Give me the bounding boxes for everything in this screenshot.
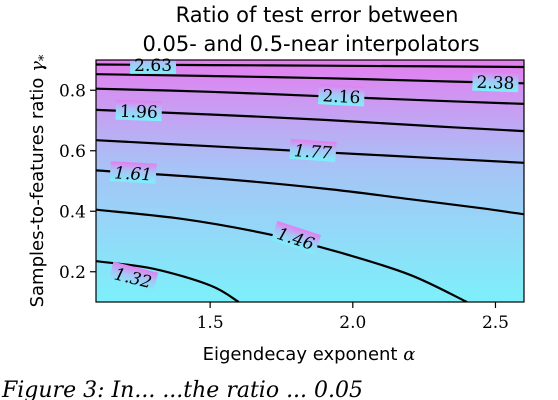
- x-tick-label: 2.5: [482, 313, 509, 333]
- contour-label-gap: [115, 99, 163, 122]
- x-axis-label-symbol: α: [403, 344, 415, 365]
- y-axis-label-subscript: *: [37, 54, 52, 61]
- y-tick-label: 0.4: [59, 202, 86, 222]
- contour-label-2-16: 2.16: [322, 86, 361, 108]
- y-tick-label: 0.2: [59, 263, 86, 283]
- x-axis-label-text: Eigendecay exponent: [203, 344, 398, 365]
- contour-label-2-63: 2.63: [134, 56, 172, 76]
- plot-frame: [95, 59, 525, 303]
- contour-label-1-96: 1.96: [119, 102, 158, 123]
- contour-label-gap: [108, 261, 159, 293]
- y-axis-label-text: Samples-to-features ratio: [27, 78, 48, 308]
- y-tick-label: 0.6: [59, 142, 86, 162]
- contour-label-1-61: 1.61: [114, 163, 153, 185]
- chart-title-line-1: Ratio of test error between: [176, 3, 459, 27]
- chart-title-line-2: 0.05- and 0.5-near interpolators: [142, 32, 479, 56]
- x-axis-label: Eigendecay exponent α: [203, 344, 416, 365]
- contour-label-gap: [289, 138, 337, 162]
- y-axis-label-symbol: γ: [27, 61, 48, 72]
- x-tick-label: 1.5: [197, 313, 224, 333]
- x-axis: 1.5 2.0 2.5: [197, 302, 509, 333]
- x-tick-label: 2.0: [339, 313, 366, 333]
- y-axis-label: Samples-to-features ratio γ*: [27, 54, 52, 307]
- contour-label-text: 2.38: [476, 73, 515, 94]
- contour-label-text: 1.77: [293, 141, 332, 164]
- contour-label-text: 1.96: [119, 102, 158, 123]
- contour-label-text: 2.63: [134, 56, 172, 76]
- contour-line-1-61: [96, 169, 524, 216]
- contour-labels-group: 1.321.461.611.771.962.162.382.63: [112, 56, 515, 293]
- contour-label-gap: [317, 84, 365, 107]
- contour-line-2-38: [96, 73, 524, 85]
- contour-label-1-77: 1.77: [293, 141, 332, 164]
- contour-label-gap: [472, 70, 519, 93]
- contour-label-text: 2.16: [322, 86, 361, 108]
- contour-label-gap: [130, 60, 177, 74]
- figure-caption-fragment: Figure 3: In... ...the ratio ... 0.05: [1, 378, 363, 400]
- contour-label-2-38: 2.38: [476, 73, 515, 94]
- contour-label-gap: [109, 161, 157, 184]
- contour-line-1-96: [96, 108, 524, 133]
- contour-label-text: 1.61: [114, 163, 153, 185]
- y-tick-label: 0.8: [59, 81, 86, 101]
- contour-lines-group: [96, 60, 524, 302]
- y-axis: 0.2 0.4 0.6 0.8: [59, 81, 96, 283]
- contour-label-gap: [271, 220, 321, 255]
